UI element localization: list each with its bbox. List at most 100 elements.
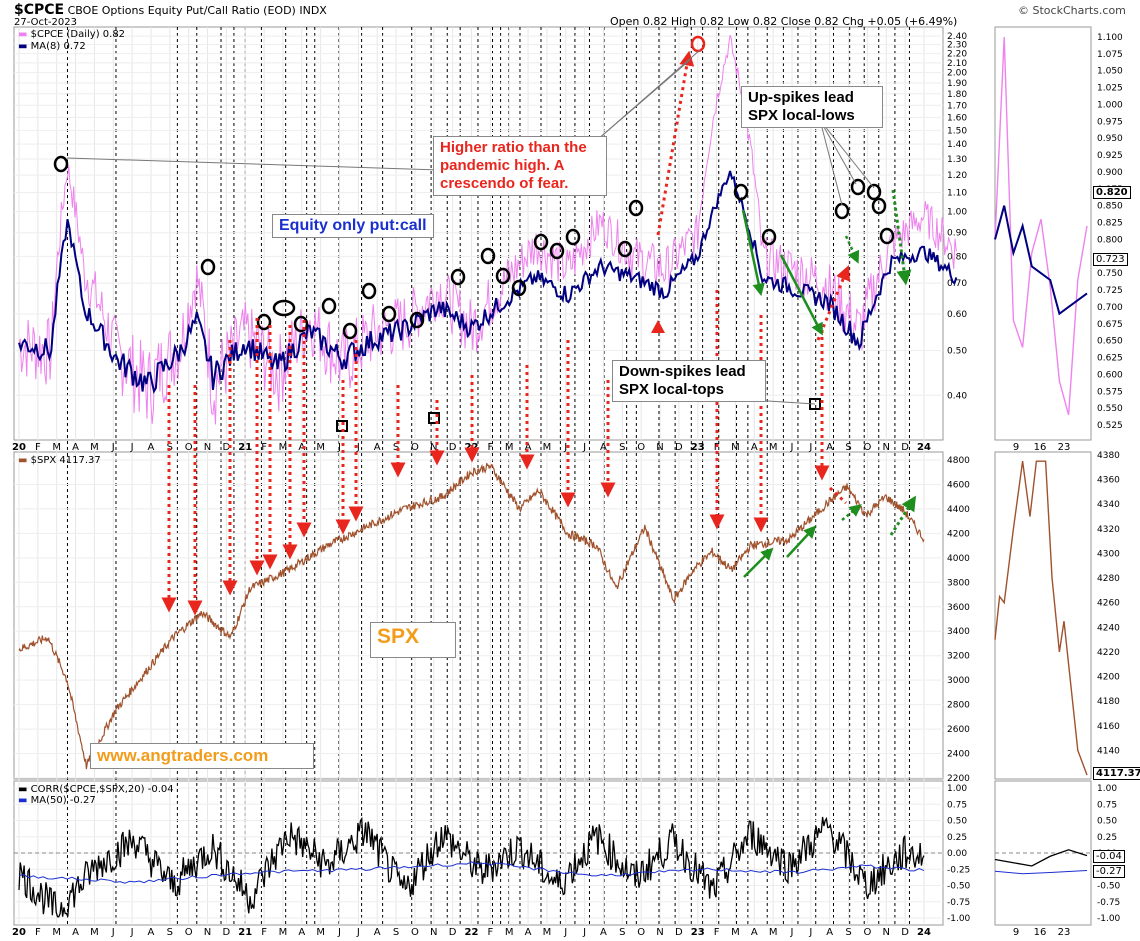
corr-inset-y-tick: -0.50 [1097, 882, 1121, 892]
x-tick-label-top: A [826, 442, 833, 453]
spx-inset-y-tick: 4360 [1097, 476, 1120, 486]
spike-ellipse [761, 228, 777, 246]
spx-inset-panel [994, 451, 1092, 780]
spike-ellipse [342, 322, 358, 340]
x-tick-label-bottom: J [130, 927, 134, 938]
spike-ellipse [495, 267, 511, 285]
annotation-equity-only: Equity only put:call [272, 214, 434, 238]
cpce-inset-y-tick: 0.575 [1097, 387, 1123, 397]
corr-inset-y-tick: 0.50 [1097, 817, 1117, 827]
cpce-y-tick: 2.30 [947, 41, 967, 51]
cpce-ma-inset-series [994, 205, 1088, 316]
x-tick-label-bottom: D [449, 927, 457, 938]
exchange: INDX [299, 4, 327, 17]
cpce-inset-y-tick: 0.725 [1097, 286, 1123, 296]
spx-inset-y-tick: 4160 [1097, 722, 1120, 732]
spx-inset-y-tick: 4140 [1097, 746, 1120, 756]
spx-y-tick: 2800 [947, 701, 970, 711]
cpce-y-tick: 0.50 [947, 347, 967, 357]
corr-y-tick: -0.50 [947, 882, 971, 892]
spx-panel [13, 451, 944, 780]
spike-ellipse [533, 233, 549, 251]
cpce-y-tick: 0.70 [947, 279, 967, 289]
spike-ellipse [511, 279, 527, 297]
x-tick-label-top: A [72, 442, 79, 453]
spx-y-tick: 2200 [947, 774, 970, 784]
x-tick-label-top: A [298, 442, 305, 453]
x-tick-label-top: A [525, 442, 532, 453]
spike-ellipse [565, 228, 581, 246]
x-tick-label-bottom: O [637, 927, 645, 938]
cpce-y-tick: 1.80 [947, 90, 967, 100]
x-tick-label-top: M [90, 442, 99, 453]
cpce-inset-y-tick: 1.025 [1097, 84, 1123, 94]
green-arrow [889, 495, 917, 536]
spike-square [428, 412, 440, 424]
corr-inset-y-tick: -1.00 [1097, 914, 1121, 924]
x-tick-label-bottom: J [563, 927, 567, 938]
x-tick-label-bottom: A [72, 927, 79, 938]
x-tick-label-bottom: 20 [12, 927, 26, 938]
quote-line: Open 0.82 High 0.82 Low 0.82 Close 0.82 … [610, 15, 958, 28]
corr-y-tick: 0.50 [947, 817, 967, 827]
spike-ellipse [272, 299, 296, 317]
spike-ellipse [866, 183, 882, 201]
corr-y-tick: -0.75 [947, 898, 970, 908]
cpce-y-tick: 2.20 [947, 50, 967, 60]
x-tick-label-bottom: N [204, 927, 211, 938]
spike-ellipse [361, 282, 377, 300]
x-tick-label-bottom: J [111, 927, 115, 938]
x-tick-label-bottom: S [619, 927, 625, 938]
annotation-website: www.angtraders.com [90, 743, 314, 769]
spike-ellipse [256, 313, 272, 331]
spx-last-label: 4117.37 [1093, 767, 1140, 780]
cpce-y-tick: 0.80 [947, 252, 967, 262]
x-tick-label-bottom: F [35, 927, 41, 938]
x-tick-label-bottom: A [525, 927, 532, 938]
cpce-y-tick: 0.60 [947, 310, 967, 320]
x-tick-label-bottom: O [185, 927, 193, 938]
red-up-marker [651, 320, 665, 333]
spike-ellipse [480, 247, 496, 265]
inset-x-label: 23 [1058, 442, 1071, 453]
corr-inset-series [994, 849, 1088, 867]
cpce-inset-y-tick: 0.950 [1097, 134, 1123, 144]
x-tick-label-top: J [563, 442, 567, 453]
x-tick-label-top: M [731, 442, 740, 453]
cpce-y-tick: 1.90 [947, 79, 967, 89]
x-tick-label-bottom: S [393, 927, 399, 938]
spx-inset-y-tick: 4200 [1097, 673, 1120, 683]
x-tick-label-bottom: M [316, 927, 325, 938]
x-tick-label-bottom: D [901, 927, 909, 938]
x-tick-label-top: O [411, 442, 419, 453]
x-tick-label-bottom: M [90, 927, 99, 938]
spx-inset-y-tick: 4300 [1097, 549, 1120, 559]
x-tick-label-top: J [130, 442, 134, 453]
x-tick-label-top: S [393, 442, 399, 453]
x-tick-label-top: 21 [238, 442, 252, 453]
cpce-inset-y-tick: 0.800 [1097, 235, 1123, 245]
spike-ellipse [628, 199, 644, 217]
annotation-up-spikes: Up-spikes lead SPX local-lows [741, 86, 883, 128]
green-arrow [786, 525, 817, 558]
spike-ellipse [409, 311, 425, 329]
green-arrow [741, 209, 765, 297]
spike-ellipse [690, 35, 706, 53]
corr-y-tick: 1.00 [947, 784, 967, 794]
x-tick-label-bottom: F [487, 927, 493, 938]
x-tick-label-top: 24 [917, 442, 931, 453]
cpce-inset-y-tick: 1.075 [1097, 50, 1123, 60]
cpce-y-tick: 0.40 [947, 391, 967, 401]
spike-ellipse [321, 297, 337, 315]
cpce-inset-y-tick: 0.925 [1097, 151, 1123, 161]
x-tick-label-top: F [261, 442, 267, 453]
cpce-inset-y-tick: 1.100 [1097, 33, 1123, 43]
x-tick-label-top: S [167, 442, 173, 453]
x-tick-label-bottom: J [337, 927, 341, 938]
x-tick-label-bottom: J [356, 927, 360, 938]
cpce-inset-y-tick: 0.975 [1097, 117, 1123, 127]
spike-ellipse [733, 183, 749, 201]
green-arrow [844, 235, 860, 264]
cpce-inset-series [994, 36, 1088, 416]
